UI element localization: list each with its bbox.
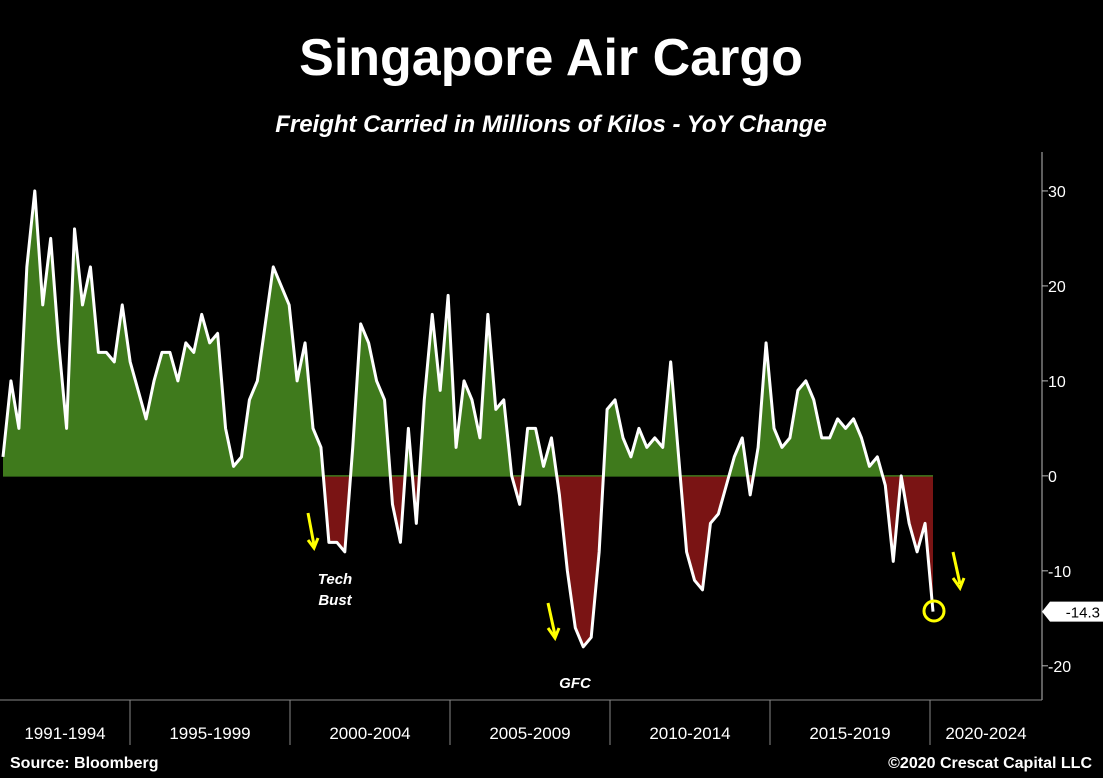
area-positive (3, 190, 933, 476)
value-label: -14.3 (1066, 605, 1100, 622)
annotation: Tech (318, 571, 352, 588)
arrow (951, 551, 966, 592)
x-tick-label: 1995-1999 (169, 724, 250, 743)
annotation: Bust (318, 592, 352, 609)
x-tick-label: 2020-2024 (945, 724, 1026, 743)
copyright: ©2020 Crescat Capital LLC (888, 755, 1092, 772)
x-tick-label: 2010-2014 (649, 724, 730, 743)
y-tick-label: -10 (1048, 564, 1071, 581)
arrow (306, 512, 320, 552)
y-tick-label: -20 (1048, 659, 1071, 676)
value-label-box (1042, 601, 1103, 622)
y-tick-label: 10 (1048, 374, 1066, 391)
chart-title: Singapore Air Cargo (299, 29, 803, 87)
x-tick-label: 2000-2004 (329, 724, 410, 743)
x-tick-label: 2015-2019 (809, 724, 890, 743)
source: Source: Bloomberg (10, 755, 158, 772)
x-tick-label: 1991-1994 (24, 724, 105, 743)
arrow (546, 602, 561, 642)
x-tick-label: 2005-2009 (489, 724, 570, 743)
highlight-circle (922, 599, 946, 623)
annotation: GFC (559, 675, 592, 692)
chart-subtitle: Freight Carried in Millions of Kilos - Y… (275, 111, 827, 138)
y-tick-label: 30 (1048, 184, 1066, 201)
line (1, 189, 935, 649)
y-tick-label: 0 (1048, 469, 1057, 486)
y-tick-label: 20 (1048, 279, 1066, 296)
